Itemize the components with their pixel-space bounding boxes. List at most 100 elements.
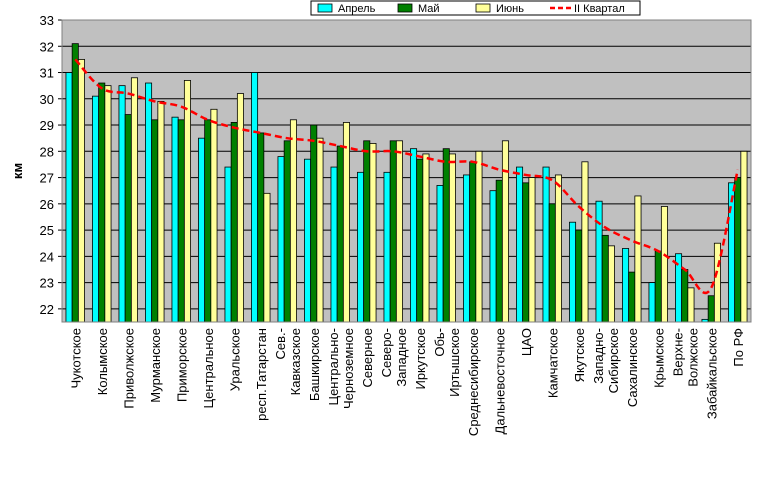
- x-tick-label: ЦАО: [519, 328, 534, 356]
- bar: [210, 108, 218, 323]
- bar: [622, 248, 630, 323]
- y-tick-label: 25: [40, 223, 54, 238]
- bar: [151, 119, 159, 323]
- y-tick-label: 22: [40, 302, 54, 317]
- y-tick-label: 32: [40, 39, 54, 54]
- x-tick-label: Мурманское: [148, 328, 163, 403]
- x-tick-label: Черноземное: [341, 328, 356, 409]
- bar: [263, 192, 271, 323]
- axes-group: [61, 19, 752, 323]
- bar: [65, 72, 73, 323]
- x-tick-label: Верхне-: [670, 328, 685, 376]
- x-tick-label: Центральное: [201, 328, 216, 408]
- bar: [463, 174, 471, 323]
- bar: [177, 119, 185, 323]
- y-tick-label: 29: [40, 118, 54, 133]
- bar: [104, 85, 112, 323]
- bar: [734, 177, 742, 323]
- bar: [118, 85, 126, 323]
- bar: [687, 287, 695, 323]
- bar: [595, 200, 603, 323]
- bar: [183, 80, 191, 323]
- bar: [383, 171, 391, 323]
- y-tick-label: 30: [40, 92, 54, 107]
- x-tick-label: Западное: [394, 328, 409, 387]
- bar: [283, 140, 291, 323]
- x-tick-label: Приморское: [174, 328, 189, 402]
- bar: [289, 119, 297, 323]
- bar: [542, 166, 550, 323]
- bar: [71, 43, 79, 323]
- x-tick-label: Кавказское: [288, 328, 303, 395]
- bar: [277, 156, 285, 323]
- bar: [740, 150, 748, 323]
- y-tick-label: 23: [40, 276, 54, 291]
- x-tick-label: Башкирское: [307, 328, 322, 401]
- bar: [342, 122, 350, 323]
- bar: [369, 143, 377, 323]
- bar: [310, 124, 318, 323]
- legend-label: Май: [418, 3, 440, 15]
- bar: [145, 82, 153, 323]
- bar: [251, 72, 259, 323]
- legend-label: Июнь: [496, 3, 524, 15]
- bar: [130, 77, 138, 323]
- x-tick-label: Камчатское: [545, 328, 560, 398]
- legend-box: [310, 0, 641, 16]
- bar: [528, 177, 536, 323]
- x-tick-label: Центрально-: [326, 328, 341, 406]
- bar: [607, 245, 615, 323]
- bar: [654, 250, 662, 323]
- y-tick-label: 24: [40, 249, 54, 264]
- bar: [316, 137, 324, 323]
- x-tick-label: Чукотское: [68, 328, 83, 389]
- bar: [448, 153, 456, 323]
- y-tick-label: 31: [40, 66, 54, 81]
- bar: [157, 101, 165, 323]
- x-tick-label: Уральское: [227, 328, 242, 391]
- x-tick-label: Иртышское: [447, 328, 462, 397]
- y-tick-label: 26: [40, 197, 54, 212]
- y-tick-labels: 22 23 24 25 26 27 28 29 30 31 32 33: [40, 13, 54, 317]
- legend-label: II Квартал: [574, 3, 625, 15]
- bar: [442, 148, 450, 323]
- bar: [436, 185, 444, 323]
- bar: [601, 234, 609, 323]
- bar: [124, 114, 132, 323]
- bar: [495, 179, 503, 323]
- legend: Апрель Май Июнь II Квартал: [310, 0, 641, 16]
- plot-area: [62, 20, 751, 322]
- bar: [681, 269, 689, 323]
- line-series-group: [74, 58, 739, 295]
- bar: [581, 161, 589, 323]
- bar: [204, 119, 212, 323]
- x-tick-label: Забайкальское: [704, 328, 719, 419]
- x-tick-label: Приволжское: [121, 328, 136, 409]
- bar: [395, 140, 403, 323]
- bar: [224, 166, 232, 323]
- plot-border: [61, 19, 752, 323]
- x-tick-label: Сибирское: [606, 328, 621, 393]
- x-tick-label: Обь-: [432, 328, 447, 357]
- legend-swatch: [397, 3, 413, 13]
- bar: [728, 182, 736, 323]
- bars-group: [65, 43, 748, 323]
- bar: [257, 132, 265, 323]
- legend-swatch: [317, 3, 333, 13]
- bar: [198, 137, 206, 323]
- x-tick-label: Волжское: [685, 328, 700, 387]
- bar: [516, 166, 524, 323]
- y-tick-label: 33: [40, 13, 54, 28]
- bar: [77, 58, 85, 323]
- y-axis-label: км: [10, 163, 25, 179]
- bar: [522, 182, 530, 323]
- bar: [92, 95, 100, 323]
- bar: [569, 221, 577, 323]
- x-tick-label: Колымское: [95, 328, 110, 395]
- bar: [634, 195, 642, 323]
- bar: [363, 140, 371, 323]
- bar: [410, 148, 418, 323]
- bar: [330, 166, 338, 323]
